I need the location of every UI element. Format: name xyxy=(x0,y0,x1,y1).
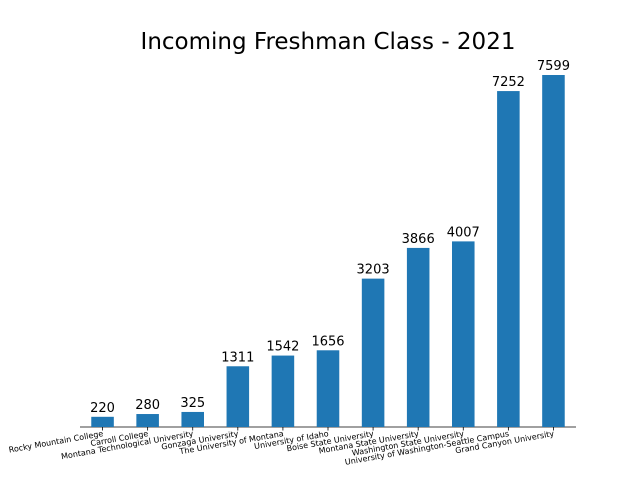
value-label-7: 3866 xyxy=(402,232,435,247)
bar-6 xyxy=(361,278,385,427)
value-label-5: 1656 xyxy=(311,334,344,349)
value-labels-layer: 220 280 325 1311 1542 1656 3203 3866 4007 7252 759… xyxy=(90,59,570,416)
bar-7 xyxy=(406,247,430,427)
value-label-2: 325 xyxy=(180,396,205,411)
value-label-9: 7252 xyxy=(492,75,525,90)
bars-layer xyxy=(91,75,565,427)
value-label-6: 3203 xyxy=(357,263,390,278)
value-label-4: 1542 xyxy=(266,340,299,355)
value-label-8: 4007 xyxy=(447,225,480,240)
bar-5 xyxy=(316,350,340,427)
bar-8 xyxy=(452,241,475,427)
bar-10 xyxy=(542,75,565,427)
bar-3 xyxy=(226,366,250,427)
bar-9 xyxy=(497,91,520,427)
value-label-0: 220 xyxy=(90,401,115,416)
bar-1 xyxy=(136,414,159,427)
value-label-1: 280 xyxy=(135,398,160,413)
value-label-3: 1311 xyxy=(221,350,254,365)
bar-0 xyxy=(91,416,114,427)
chart-title: Incoming Freshman Class - 2021 xyxy=(141,29,516,55)
bar-4 xyxy=(271,355,295,427)
bar-2 xyxy=(181,411,204,427)
value-label-10: 7599 xyxy=(537,59,570,74)
